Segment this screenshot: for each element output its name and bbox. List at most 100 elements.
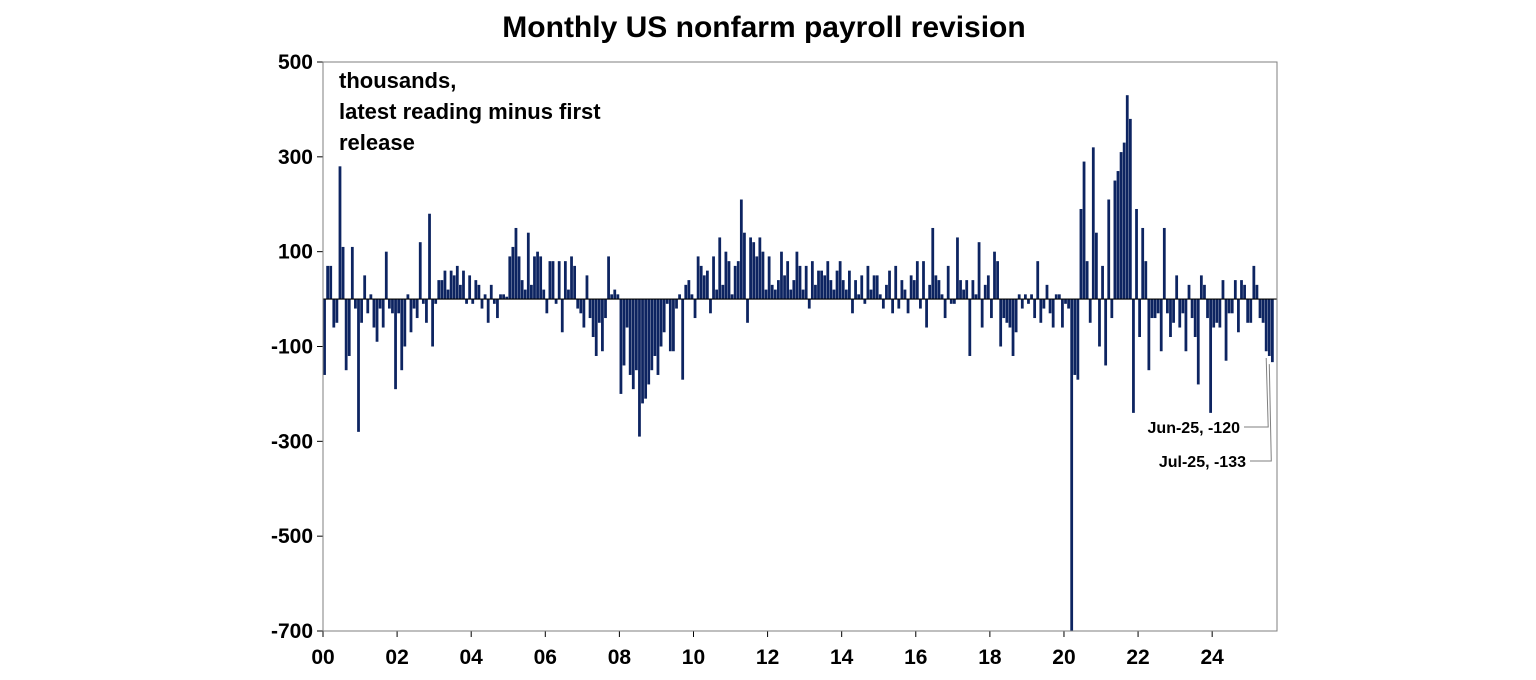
bar bbox=[962, 289, 966, 300]
bar bbox=[1054, 294, 1058, 300]
bar bbox=[1270, 299, 1274, 363]
bar bbox=[783, 275, 786, 300]
bar bbox=[588, 299, 592, 319]
bar bbox=[1008, 299, 1012, 328]
bar bbox=[486, 299, 490, 323]
bar bbox=[681, 299, 685, 380]
bar bbox=[644, 299, 648, 399]
bar bbox=[662, 299, 666, 333]
bar bbox=[631, 299, 635, 390]
bar bbox=[761, 251, 765, 300]
y-tick-label: 100 bbox=[278, 241, 313, 264]
bar bbox=[1203, 284, 1206, 300]
bar bbox=[1144, 261, 1148, 300]
bar bbox=[1181, 299, 1185, 314]
bar bbox=[878, 294, 882, 300]
bar bbox=[622, 299, 626, 366]
bar-series bbox=[323, 95, 1274, 631]
bar bbox=[1135, 208, 1138, 300]
bar bbox=[817, 270, 820, 300]
bar bbox=[350, 246, 354, 300]
bar bbox=[1147, 299, 1151, 371]
bar bbox=[591, 299, 595, 338]
bar bbox=[851, 299, 854, 314]
bar bbox=[1215, 299, 1219, 323]
bar bbox=[866, 265, 870, 300]
bar bbox=[956, 237, 959, 300]
bar bbox=[452, 275, 456, 300]
bar bbox=[755, 256, 759, 300]
bar bbox=[462, 270, 465, 300]
bar bbox=[820, 270, 823, 300]
bar bbox=[881, 299, 885, 309]
bar bbox=[736, 261, 740, 300]
bar bbox=[1230, 299, 1234, 314]
bar bbox=[672, 299, 675, 352]
bar bbox=[520, 280, 524, 300]
bar bbox=[993, 251, 996, 300]
bar bbox=[360, 299, 363, 323]
bar bbox=[733, 265, 737, 300]
bar bbox=[1036, 261, 1040, 300]
bar bbox=[1125, 95, 1129, 300]
bar bbox=[715, 289, 719, 300]
y-tick-label: 500 bbox=[278, 51, 313, 74]
bar bbox=[323, 299, 326, 375]
annotation-label: Jun-25, -120 bbox=[1148, 420, 1241, 437]
bar bbox=[1175, 275, 1179, 300]
bar bbox=[786, 261, 790, 300]
bar bbox=[557, 261, 561, 300]
bar bbox=[1255, 284, 1259, 300]
bar bbox=[425, 299, 428, 323]
bar bbox=[366, 299, 370, 314]
x-tick-label: 20 bbox=[1052, 646, 1075, 669]
y-tick-label: -100 bbox=[271, 336, 313, 359]
plot-frame bbox=[322, 61, 1278, 632]
bar bbox=[983, 284, 987, 300]
bar bbox=[1196, 299, 1200, 385]
bar bbox=[357, 299, 360, 432]
bar bbox=[1187, 284, 1191, 300]
bar bbox=[613, 289, 617, 300]
bar bbox=[650, 299, 654, 371]
bar bbox=[844, 289, 848, 300]
annotation-leader bbox=[1244, 357, 1269, 428]
x-axis: 00 02 04 06 08 10 12 14 16 18 20 22 24 bbox=[311, 631, 1224, 669]
bar bbox=[1073, 299, 1077, 375]
bar bbox=[1033, 299, 1037, 319]
bar bbox=[1042, 299, 1046, 309]
bar bbox=[1150, 299, 1154, 319]
bar bbox=[604, 299, 607, 319]
bar bbox=[1178, 299, 1182, 328]
bar bbox=[829, 280, 833, 300]
bar bbox=[449, 270, 453, 300]
bar bbox=[1243, 284, 1246, 300]
bar bbox=[1070, 299, 1074, 631]
bar bbox=[986, 275, 990, 300]
bar bbox=[767, 256, 771, 300]
bar bbox=[891, 299, 895, 314]
bar bbox=[1267, 299, 1271, 356]
bar bbox=[607, 256, 610, 300]
bar bbox=[974, 294, 978, 300]
bar bbox=[1240, 280, 1243, 300]
bar bbox=[968, 299, 972, 356]
bar bbox=[387, 299, 391, 309]
bar bbox=[739, 199, 743, 300]
bar bbox=[946, 265, 950, 300]
bar bbox=[758, 237, 762, 300]
bar bbox=[971, 280, 975, 300]
bar bbox=[928, 284, 932, 300]
bar bbox=[354, 299, 357, 309]
bar bbox=[601, 299, 604, 352]
bar bbox=[656, 299, 660, 375]
bar bbox=[937, 280, 941, 300]
bar bbox=[1048, 299, 1052, 314]
bar bbox=[940, 294, 944, 300]
bar bbox=[514, 227, 518, 300]
bar bbox=[931, 227, 935, 300]
y-tick-label: -500 bbox=[271, 525, 313, 548]
bar bbox=[668, 299, 672, 352]
bar bbox=[777, 280, 780, 300]
bar bbox=[1098, 299, 1101, 347]
